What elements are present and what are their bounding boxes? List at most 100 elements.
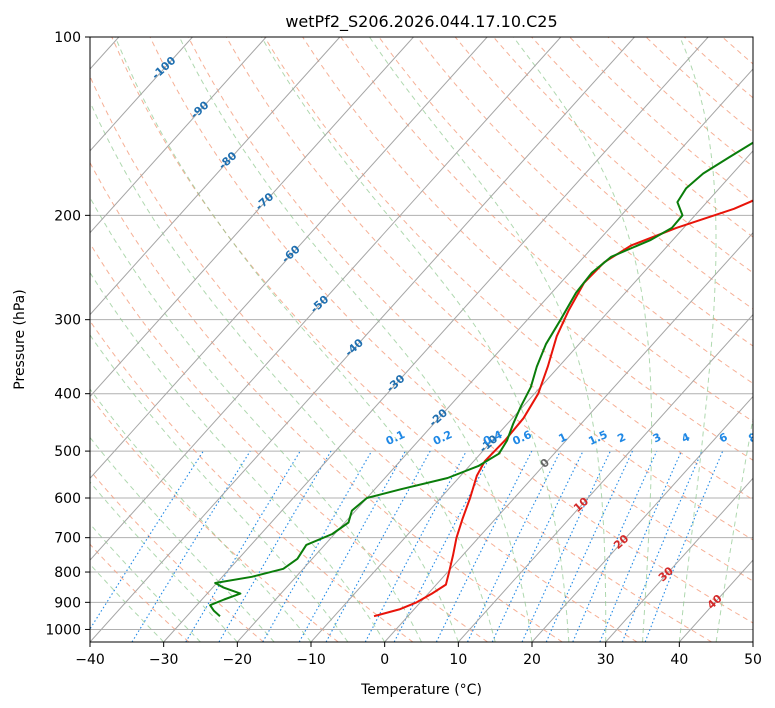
x-tick-label: 0 [380, 652, 389, 668]
mixing-ratio-line [545, 450, 633, 642]
y-tick-label: 900 [54, 595, 81, 611]
moist-adiabat [90, 523, 201, 642]
y-tick-label: 1000 [45, 622, 81, 638]
mixing-ratio-line [491, 450, 584, 642]
dry-adiabat [225, 37, 753, 541]
plot-area: -100-90-80-70-60-50-40-30-20-10010203040… [90, 37, 775, 642]
y-tick-label: 600 [54, 491, 81, 507]
moist-adiabat [512, 37, 653, 642]
mixing-ratio-lines [90, 450, 724, 642]
mixing-ratio-label: 3 [651, 430, 663, 445]
isotherm [90, 37, 488, 480]
mixing-ratio-label: 10 [767, 429, 775, 447]
dry-adiabat [90, 395, 339, 642]
profile-series [209, 141, 753, 618]
y-tick-label: 400 [54, 387, 81, 403]
isotherm [90, 37, 341, 316]
isotherm [236, 68, 753, 642]
x-tick-label: 30 [597, 652, 615, 668]
x-tick-label: 50 [744, 652, 762, 668]
mixing-ratio-line [572, 450, 658, 642]
isotherm [384, 231, 753, 642]
isotherms [90, 37, 753, 642]
moist-adiabat [90, 271, 386, 642]
mixing-ratio-line [467, 450, 561, 642]
dry-adiabat [454, 37, 753, 310]
moist-adiabat [114, 37, 496, 642]
moist-adiabat [178, 37, 533, 642]
mixing-ratio-line [90, 450, 204, 630]
moist-adiabat [678, 37, 717, 642]
x-tick-label: −10 [296, 652, 326, 668]
dry-adiabat [149, 37, 753, 624]
isotherm [531, 395, 753, 642]
y-tick-label: 100 [54, 30, 81, 46]
y-tick-label: 300 [54, 313, 81, 329]
dry-adiabat [90, 543, 190, 642]
dry-adiabat [607, 37, 753, 168]
moist-adiabat [90, 388, 312, 642]
dry-adiabats [90, 37, 753, 642]
mixing-ratio-label: 6 [717, 430, 730, 445]
y-axis-ticks: 100 200 300 400 500 600 700 800 900 1000 [45, 30, 90, 638]
x-tick-label: 10 [449, 652, 467, 668]
dry-adiabat [90, 161, 563, 642]
moist-adiabats [90, 37, 753, 642]
moist-adiabat [369, 37, 607, 642]
mixing-ratio-line [435, 450, 533, 642]
dry-adiabat [90, 75, 638, 642]
isotherm [457, 313, 753, 642]
isotherm [678, 559, 753, 642]
mixing-ratio-label: 0.1 [384, 428, 407, 448]
dry-adiabat [111, 37, 712, 642]
mixing-ratio-line [131, 450, 251, 642]
temperature-profile-line [373, 199, 753, 618]
mixing-ratio-line [364, 450, 467, 642]
dry-adiabat [90, 320, 414, 642]
x-tick-label: −20 [223, 652, 253, 668]
moist-adiabat [261, 37, 570, 642]
isotherm [752, 641, 753, 642]
dry-adiabat [531, 37, 753, 238]
plot-frame [89, 36, 754, 643]
x-tick-label: −40 [75, 652, 105, 668]
dry-adiabat [683, 37, 753, 99]
moist-adiabat [715, 415, 753, 642]
y-axis-title: Pressure (hPa) [12, 289, 28, 389]
dry-adiabat [416, 37, 753, 347]
mixing-ratio-label: 0.2 [431, 428, 454, 448]
x-axis-ticks: −40 −30 −20 −10 0 10 20 30 40 50 [75, 642, 762, 668]
mixing-ratio-line [262, 450, 373, 642]
mixing-ratio-label: 2 [615, 430, 627, 445]
mixing-ratio-line [599, 450, 682, 642]
pressure-gridlines [90, 37, 753, 630]
isotherm-label: -100 [149, 54, 178, 82]
dry-adiabat [378, 37, 753, 385]
isotherm [90, 37, 562, 561]
mixing-ratio-label: 8 [747, 430, 759, 445]
y-tick-label: 200 [54, 208, 81, 224]
x-tick-label: 40 [670, 652, 688, 668]
dry-adiabat [90, 242, 488, 642]
dry-adiabat [493, 37, 753, 274]
x-tick-label: 20 [523, 652, 541, 668]
x-axis-title: Temperature (°C) [360, 682, 482, 698]
isotherm [605, 477, 753, 642]
dry-adiabat [645, 37, 753, 133]
moist-adiabat [90, 334, 349, 642]
mixing-ratio-line [621, 450, 703, 642]
isotherm [90, 37, 267, 234]
x-tick-label: −30 [149, 652, 179, 668]
chart-title: wetPf2_S206.2026.044.17.10.C25 [285, 12, 557, 32]
isotherm [90, 37, 635, 642]
moist-adiabat [90, 481, 238, 642]
dry-adiabat [90, 469, 264, 642]
isotherm [163, 37, 709, 642]
isotherm [90, 37, 193, 152]
dry-adiabat [187, 37, 753, 582]
y-tick-label: 700 [54, 531, 81, 547]
dry-adiabat [302, 37, 753, 461]
y-tick-label: 800 [54, 565, 81, 581]
mixing-ratio-line [644, 450, 724, 642]
